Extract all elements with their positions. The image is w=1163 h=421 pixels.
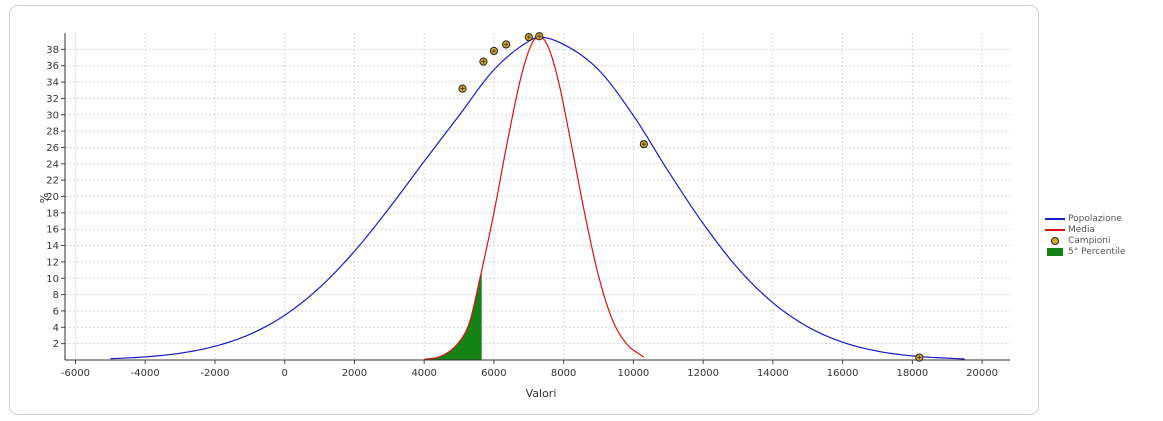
y-tick-label: 30 xyxy=(46,110,59,121)
legend-label-percentile: 5° Percentile xyxy=(1068,246,1126,257)
y-tick-label: 36 xyxy=(46,61,59,72)
y-tick-label: 6 xyxy=(53,306,59,317)
y-tick-label: 16 xyxy=(46,225,59,236)
x-axis-title: Valori xyxy=(526,387,557,400)
x-tick-label: 18000 xyxy=(896,368,928,379)
x-tick-label: 6000 xyxy=(481,368,506,379)
sample-point xyxy=(479,57,488,66)
y-tick-label: 24 xyxy=(46,159,59,170)
x-tick-label: 20000 xyxy=(966,368,998,379)
y-tick-label: 22 xyxy=(46,176,59,187)
y-tick-label: 12 xyxy=(46,257,59,268)
y-tick-label: 2 xyxy=(53,339,59,350)
x-tick-label: -2000 xyxy=(200,368,229,379)
legend-label-popolazione: Popolazione xyxy=(1068,213,1122,224)
x-tick-label: -4000 xyxy=(131,368,160,379)
x-tick-label: 4000 xyxy=(411,368,436,379)
legend-swatch-campioni xyxy=(1051,236,1059,245)
y-tick-label: 10 xyxy=(46,274,59,285)
axes xyxy=(61,33,1010,364)
sample-point xyxy=(524,32,533,42)
y-tick-label: 20 xyxy=(46,192,59,203)
y-axis-title: % xyxy=(38,193,51,203)
y-tick-label: 32 xyxy=(46,94,59,105)
legend-item-percentile: 5° Percentile xyxy=(1044,246,1162,257)
sample-markers xyxy=(458,32,924,362)
series-line-media xyxy=(424,36,645,361)
sample-point xyxy=(639,140,648,149)
legend-item-campioni: Campioni xyxy=(1044,235,1162,246)
sample-point xyxy=(502,40,511,49)
tick-labels: 2468101214161820222426283032343638-6000-… xyxy=(46,45,998,379)
sample-point xyxy=(489,46,499,56)
legend-swatch-percentile xyxy=(1047,247,1063,256)
legend-item-popolazione: Popolazione xyxy=(1044,213,1162,224)
legend-label-media: Media xyxy=(1068,224,1096,235)
x-tick-label: -6000 xyxy=(61,368,90,379)
legend-swatch-popolazione xyxy=(1045,217,1065,220)
percentile-fill-layer xyxy=(424,270,482,360)
legend-label-campioni: Campioni xyxy=(1068,235,1111,246)
sample-point xyxy=(535,32,544,41)
x-tick-label: 14000 xyxy=(757,368,789,379)
legend: Popolazione Media Campioni 5° Percentile xyxy=(1044,213,1162,257)
grid xyxy=(65,33,1010,360)
x-tick-label: 10000 xyxy=(617,368,649,379)
x-tick-label: 16000 xyxy=(827,368,859,379)
y-tick-label: 14 xyxy=(46,241,59,252)
y-tick-label: 8 xyxy=(53,290,59,301)
y-tick-label: 28 xyxy=(46,127,59,138)
y-tick-label: 34 xyxy=(46,78,59,89)
x-tick-label: 12000 xyxy=(687,368,719,379)
y-tick-label: 38 xyxy=(46,45,59,56)
percentile-area xyxy=(424,270,482,360)
legend-swatch-media xyxy=(1045,228,1065,231)
sample-point xyxy=(458,84,467,93)
x-tick-label: 2000 xyxy=(342,368,367,379)
y-tick-label: 4 xyxy=(53,323,59,334)
sample-point xyxy=(915,353,924,362)
legend-item-media: Media xyxy=(1044,224,1162,235)
y-tick-label: 18 xyxy=(46,208,59,219)
x-tick-label: 0 xyxy=(281,368,287,379)
y-tick-label: 26 xyxy=(46,143,59,154)
x-tick-label: 8000 xyxy=(551,368,576,379)
chart-panel xyxy=(9,5,1039,415)
